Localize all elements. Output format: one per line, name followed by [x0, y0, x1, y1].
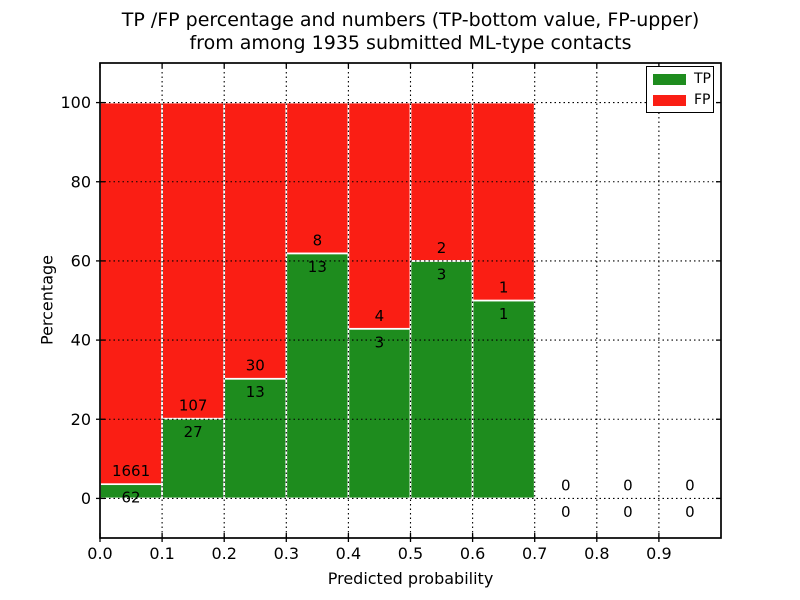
- x-tick-label: 0.4: [336, 544, 361, 563]
- fp-count-label: 4: [375, 307, 385, 325]
- bar-fp-segment: [285, 101, 350, 255]
- y-tick-label: 0: [81, 489, 91, 508]
- tp-count-label: 0: [685, 503, 695, 521]
- tp-count-label: 3: [375, 333, 385, 351]
- tp-count-label: 0: [623, 503, 633, 521]
- bar-tp-segment: [161, 417, 226, 500]
- fp-count-label: 2: [437, 239, 447, 257]
- legend-row-tp: TP: [647, 72, 713, 86]
- tp-count-label: 13: [246, 383, 265, 401]
- x-tick-label: 0.1: [149, 544, 174, 563]
- fp-count-label: 1: [499, 279, 509, 297]
- y-tick-label: 20: [71, 410, 91, 429]
- y-tick-label: 40: [71, 331, 91, 350]
- y-tick-label: 100: [60, 93, 91, 112]
- bar-fp-segment: [347, 101, 412, 330]
- tp-count-label: 27: [184, 423, 203, 441]
- tp-count-label: 13: [308, 258, 327, 276]
- fp-count-label: 1661: [112, 462, 150, 480]
- x-tick-label: 0.0: [87, 544, 112, 563]
- tp-count-label: 0: [561, 503, 571, 521]
- tp-count-label: 3: [437, 265, 447, 283]
- legend-swatch-tp: [653, 73, 686, 85]
- fp-count-label: 0: [623, 476, 633, 494]
- fp-count-label: 8: [313, 231, 323, 249]
- bar-tp-segment: [347, 327, 412, 500]
- fp-count-label: 30: [246, 357, 265, 375]
- bar-fp-segment: [99, 101, 163, 486]
- legend: TP FP: [646, 66, 714, 113]
- bar-fp-segment: [471, 101, 536, 302]
- x-tick-label: 0.7: [522, 544, 547, 563]
- x-tick-label: 0.2: [211, 544, 236, 563]
- bar-fp-segment: [223, 101, 288, 380]
- x-tick-label: 0.8: [584, 544, 609, 563]
- x-tick-label: 0.5: [398, 544, 423, 563]
- tp-count-label: 1: [499, 305, 509, 323]
- legend-label-tp: TP: [694, 71, 711, 87]
- bar-tp-segment: [409, 260, 474, 500]
- chart-title-line1: TP /FP percentage and numbers (TP-bottom…: [121, 9, 700, 31]
- bar-tp-segment: [285, 252, 350, 500]
- y-tick-label: 60: [71, 251, 91, 270]
- legend-row-fp: FP: [647, 93, 713, 107]
- x-tick-label: 0.3: [274, 544, 299, 563]
- chart-title-line2: from among 1935 submitted ML-type contac…: [189, 32, 632, 54]
- x-axis-label: Predicted probability: [327, 569, 494, 588]
- y-tick-label: 80: [71, 172, 91, 191]
- tp-count-label: 62: [122, 489, 141, 507]
- fp-count-label: 0: [685, 476, 695, 494]
- bar-tp-segment: [471, 299, 536, 500]
- legend-label-fp: FP: [694, 92, 711, 108]
- legend-swatch-fp: [653, 94, 686, 106]
- x-tick-label: 0.6: [460, 544, 485, 563]
- chart-title: TP /FP percentage and numbers (TP-bottom…: [100, 9, 721, 55]
- fp-count-label: 0: [561, 476, 571, 494]
- x-tick-label: 0.9: [646, 544, 671, 563]
- fp-count-label: 107: [179, 397, 208, 415]
- bar-fp-segment: [161, 101, 226, 420]
- y-axis-label: Percentage: [37, 254, 57, 346]
